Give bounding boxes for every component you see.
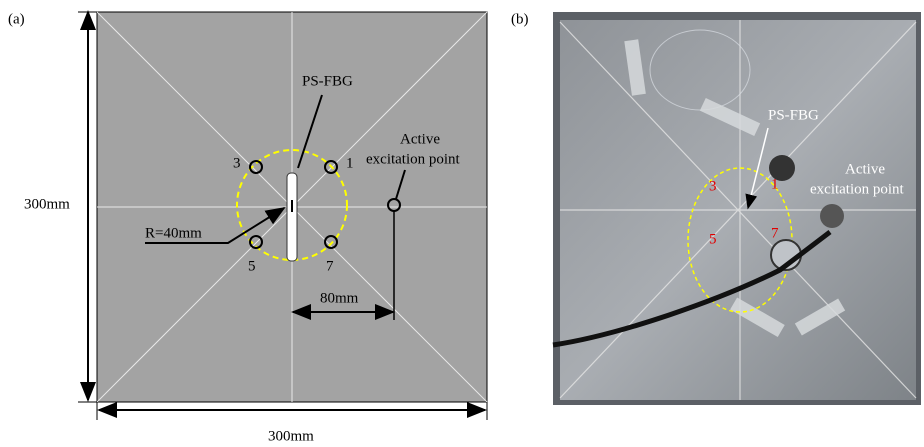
point-label: 1 bbox=[771, 176, 779, 192]
figure: (a) 3 1 5 7 PS-FBG Active excitation poi… bbox=[0, 0, 924, 447]
radius-label: R=40mm bbox=[145, 225, 202, 241]
panel-b: (b) 3 1 5 7 PS-FBG Active excitation poi… bbox=[511, 11, 921, 405]
dimension-label: 80mm bbox=[320, 290, 359, 306]
excitation-label: excitation point bbox=[810, 181, 905, 197]
point-label: 5 bbox=[709, 231, 717, 247]
excitation-label: excitation point bbox=[366, 151, 461, 167]
dimension-label: 300mm bbox=[24, 196, 70, 212]
sensor bbox=[287, 173, 297, 261]
point-label: 7 bbox=[326, 258, 334, 274]
panel-label: (a) bbox=[8, 11, 25, 27]
sensor-label: PS-FBG bbox=[768, 107, 819, 123]
point-label: 3 bbox=[709, 178, 717, 194]
point-label: 3 bbox=[233, 155, 241, 171]
dimension-label: 300mm bbox=[268, 428, 314, 444]
point-label: 5 bbox=[248, 258, 256, 274]
point-label: 1 bbox=[346, 155, 354, 171]
panel-a: (a) 3 1 5 7 PS-FBG Active excitation poi… bbox=[8, 11, 487, 444]
point-label: 7 bbox=[771, 225, 779, 241]
excitation-label: Active bbox=[845, 161, 885, 177]
sensor-label: PS-FBG bbox=[302, 73, 353, 89]
panel-label: (b) bbox=[511, 11, 529, 27]
excitation-label: Active bbox=[400, 131, 440, 147]
